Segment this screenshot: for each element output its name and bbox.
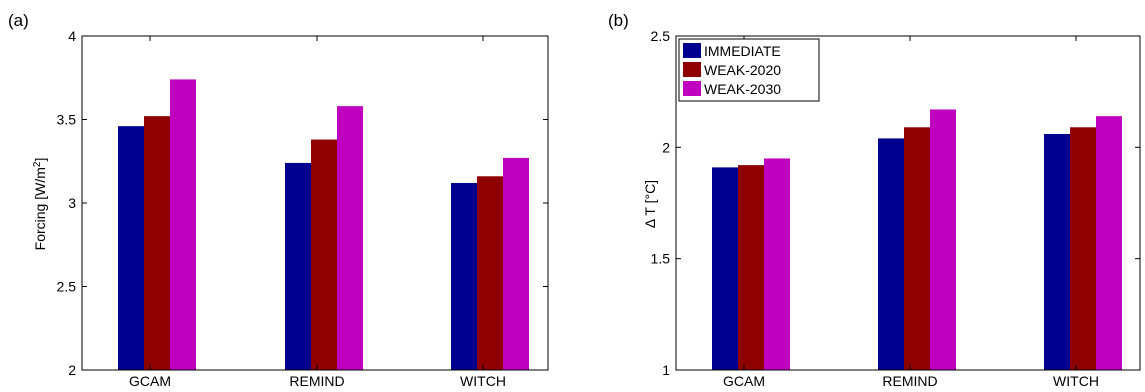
- y-tick-label: 1: [662, 362, 670, 378]
- panel-a-ylabel-sup: 2: [32, 161, 43, 167]
- legend-label-immediate: IMMEDIATE: [704, 43, 781, 59]
- legend-box: [678, 38, 820, 102]
- bar-weak-2030-witch: [503, 157, 529, 370]
- panel-a-ylabel-text: Forcing [W/m2]: [32, 158, 49, 251]
- bar-immediate-witch: [1044, 133, 1070, 370]
- panel-b-ylabel: Δ T [°C]: [642, 180, 658, 228]
- y-tick-label: 2: [662, 139, 670, 155]
- panel-a-label: (a): [8, 11, 29, 30]
- x-tick-label-remind: REMIND: [289, 373, 344, 389]
- bar-weak-2020-gcam: [144, 116, 170, 370]
- legend-swatch-weak-2030: [683, 81, 701, 96]
- x-tick-label-remind: REMIND: [882, 373, 937, 389]
- panel-b-label: (b): [608, 11, 629, 30]
- x-tick-label-witch: WITCH: [460, 373, 506, 389]
- bar-weak-2020-witch: [477, 176, 503, 370]
- panel-a-ylabel-main: Forcing [W/m: [32, 167, 48, 250]
- panel-a-ylabel: Forcing [W/m2]: [32, 158, 49, 251]
- y-tick-label: 3.5: [57, 112, 77, 128]
- bar-weak-2020-remind: [311, 139, 337, 370]
- legend: IMMEDIATE WEAK-2020 WEAK-2030: [678, 38, 820, 102]
- bar-immediate-remind: [285, 162, 311, 370]
- panel-b: (b) Δ T [°C] 1 1.5 2 2.5 GCAM REMIND WITCH IMME…: [608, 11, 1141, 389]
- bar-weak-2020-witch: [1070, 127, 1096, 370]
- bar-immediate-gcam: [118, 126, 144, 371]
- legend-swatch-immediate: [683, 43, 701, 58]
- y-tick-label: 2.5: [651, 28, 671, 44]
- bar-immediate-witch: [451, 182, 477, 370]
- bar-weak-2020-gcam: [738, 165, 764, 370]
- y-tick-label: 3: [68, 195, 76, 211]
- bar-weak-2030-witch: [1096, 116, 1122, 370]
- bar-weak-2020-remind: [904, 127, 930, 370]
- legend-label-weak-2030: WEAK-2030: [704, 81, 781, 97]
- x-tick-label-gcam: GCAM: [723, 373, 765, 389]
- bar-weak-2030-remind: [930, 109, 956, 370]
- x-tick-label-witch: WITCH: [1053, 373, 1099, 389]
- y-tick-label: 1.5: [651, 251, 671, 267]
- y-tick-label: 2: [68, 362, 76, 378]
- legend-swatch-weak-2020: [683, 62, 701, 77]
- plot-frame: [675, 35, 1141, 371]
- bar-immediate-remind: [878, 138, 904, 370]
- bar-immediate-gcam: [712, 167, 738, 370]
- bar-weak-2030-gcam: [764, 158, 790, 370]
- x-tick-label-gcam: GCAM: [129, 373, 171, 389]
- legend-label-weak-2020: WEAK-2020: [704, 62, 781, 78]
- bar-weak-2030-remind: [337, 106, 363, 370]
- bar-weak-2030-gcam: [170, 79, 196, 371]
- panel-a-ylabel-end: ]: [32, 158, 48, 162]
- y-tick-label: 4: [68, 28, 76, 44]
- y-tick-label: 2.5: [57, 279, 77, 295]
